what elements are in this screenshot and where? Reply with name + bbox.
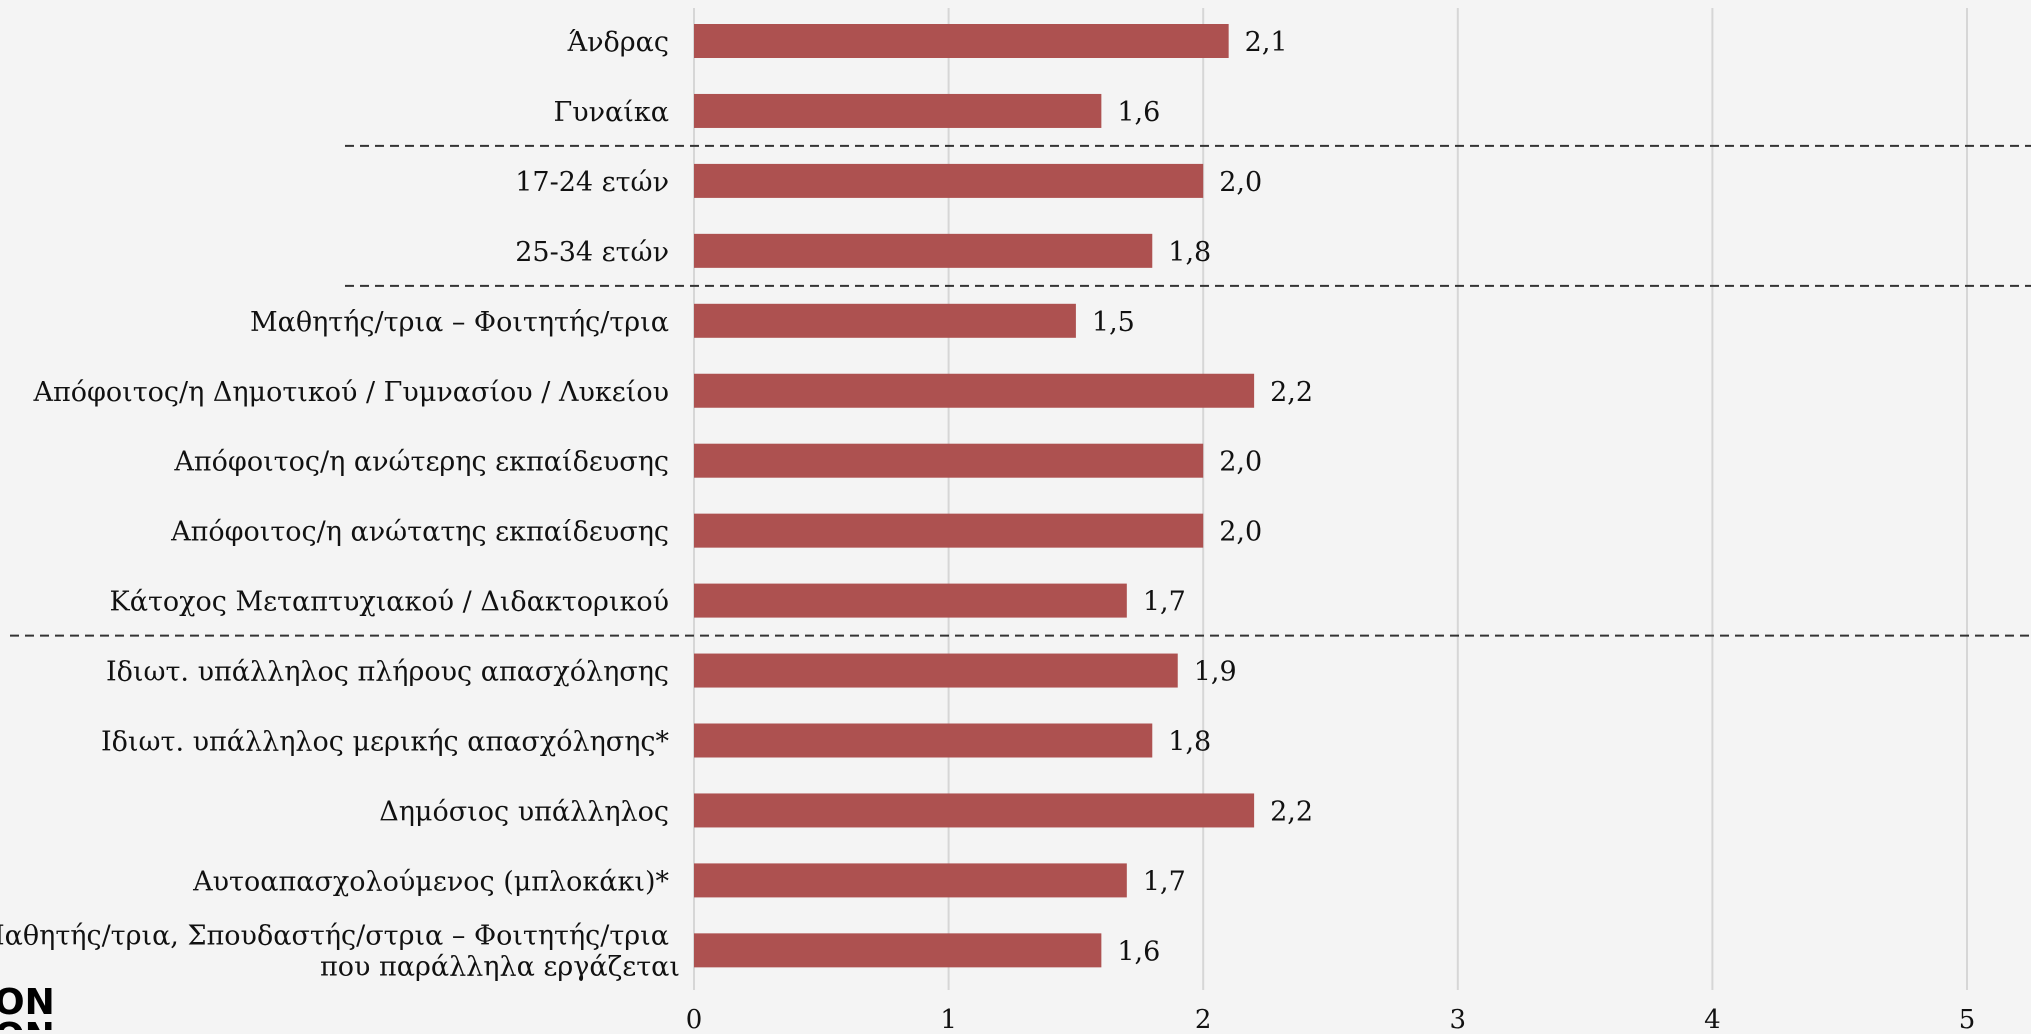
category-label: Απόφοιτος/η ανώτερης εκπαίδευσης (173, 447, 669, 478)
x-tick-label: 1 (940, 1005, 957, 1030)
bar (694, 513, 1204, 548)
category-label: Μαθητής/τρια, Σπουδαστής/στρια – Φοιτητή… (0, 920, 669, 951)
data-label: 1,8 (1168, 237, 1211, 268)
x-axis-ticks: 0 1 2 3 4 5 (686, 1005, 1976, 1034)
gridlines (693, 8, 1968, 990)
data-label: 1,6 (1117, 97, 1160, 128)
category-label: Άνδρας (567, 27, 669, 58)
x-tick-label: 2 (1195, 1005, 1212, 1030)
bar (694, 24, 1229, 58)
x-tick-label: 4 (1704, 1005, 1721, 1030)
bar (694, 653, 1178, 688)
bars (694, 24, 1255, 968)
logo-text: ON (0, 982, 55, 1023)
category-labels: Άνδρας Γυναίκα 17-24 ετών 25-34 ετών Μαθητής… (0, 27, 680, 982)
bar (694, 583, 1127, 618)
bar (694, 303, 1076, 338)
bar (694, 863, 1127, 898)
category-label: Ιδιωτ. υπάλληλος πλήρους απασχόλησης (106, 657, 669, 688)
data-label: 2,0 (1219, 447, 1262, 478)
bar (694, 933, 1102, 968)
category-label: Αυτοαπασχολούμενος (μπλοκάκι)* (192, 866, 669, 897)
data-label: 1,7 (1143, 866, 1186, 897)
bar (694, 443, 1204, 478)
brand-logo: ON ON (0, 978, 55, 1034)
bar (694, 163, 1204, 198)
x-tick-label: 0 (686, 1005, 703, 1030)
data-label: 1,8 (1168, 727, 1211, 758)
category-label: Ιδιωτ. υπάλληλος μερικής απασχόλησης* (101, 727, 670, 758)
data-label: 1,9 (1194, 657, 1237, 688)
bar (694, 373, 1255, 408)
category-label: Κάτοχος Μεταπτυχιακού / Διδακτορικού (110, 587, 669, 618)
bar (694, 233, 1153, 268)
category-label: 25-34 ετών (515, 237, 669, 268)
bar (694, 723, 1153, 758)
category-label: Μαθητής/τρια – Φοιτητής/τρια (250, 307, 669, 338)
data-label: 1,5 (1092, 307, 1135, 338)
value-labels: 2,1 1,6 2,0 1,8 1,5 2,2 2,0 2,0 1,7 1,9 1,8 2,2 1,7 1… (1092, 27, 1313, 967)
data-label: 2,0 (1219, 167, 1262, 198)
logo-text-lower: ON (0, 1016, 55, 1030)
data-label: 2,2 (1270, 377, 1313, 408)
category-label: 17-24 ετών (515, 167, 669, 198)
x-tick-label: 5 (1959, 1005, 1976, 1030)
logo-background (0, 978, 44, 1034)
category-label: Δημόσιος υπάλληλος (379, 796, 669, 827)
category-label: Απόφοιτος/η ανώτατης εκπαίδευσης (170, 517, 669, 548)
data-label: 2,1 (1245, 27, 1288, 58)
category-label: Απόφοιτος/η Δημοτικού / Γυμνασίου / Λυκε… (32, 377, 669, 408)
data-label: 1,6 (1117, 936, 1160, 967)
category-label-line2: που παράλληλα εργάζεται (320, 951, 680, 982)
group-separators (10, 144, 2031, 637)
data-label: 2,2 (1270, 796, 1313, 827)
bar (694, 93, 1102, 128)
data-label: 2,0 (1219, 517, 1262, 548)
category-label: Γυναίκα (554, 97, 670, 128)
bar (694, 793, 1255, 828)
x-tick-label: 3 (1450, 1005, 1467, 1030)
data-label: 1,7 (1143, 587, 1186, 618)
